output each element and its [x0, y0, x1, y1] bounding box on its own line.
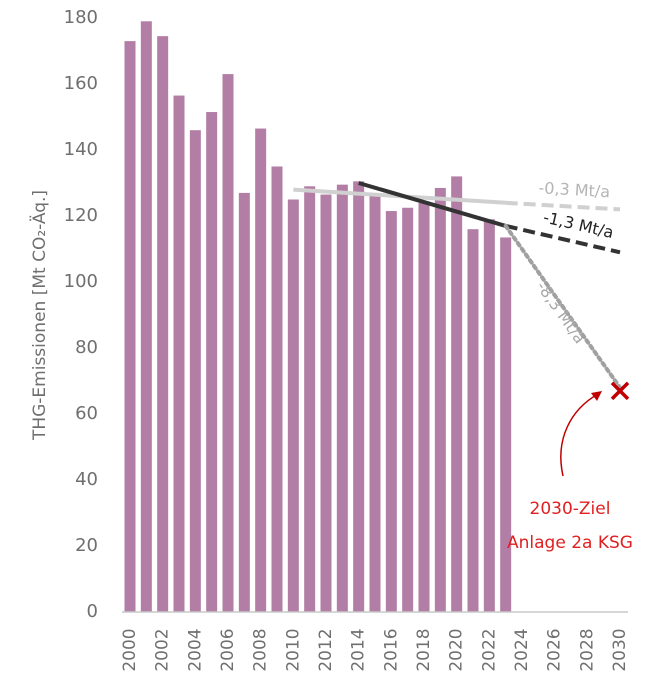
bar: [451, 176, 463, 612]
bar: [124, 41, 136, 613]
bar: [385, 211, 397, 613]
annotation: 2030-Ziel: [530, 499, 611, 519]
x-tick-label: 2024: [512, 628, 532, 671]
trend-line: [358, 181, 507, 228]
bar: [271, 166, 283, 612]
x-tick-label: 2030: [610, 628, 630, 671]
bar: [206, 112, 218, 613]
y-tick-label: 40: [75, 469, 98, 490]
bar: [173, 95, 185, 613]
x-tick-label: 2026: [545, 628, 565, 671]
bar: [336, 184, 348, 612]
x-tick-label: 2018: [414, 628, 434, 671]
y-tick-label: 100: [64, 271, 98, 292]
y-axis-label: THG-Emissionen [Mt CO₂-Äq.]: [29, 190, 50, 441]
bar: [418, 202, 430, 613]
bar: [157, 36, 169, 612]
bar: [287, 199, 299, 612]
y-tick-label: 120: [64, 205, 98, 226]
x-tick-label: 2006: [218, 628, 238, 671]
bar: [434, 187, 446, 612]
x-tick-label: 2014: [349, 628, 369, 671]
bar: [255, 128, 267, 613]
x-tick-label: 2010: [283, 628, 303, 671]
bar: [353, 181, 365, 612]
bar: [467, 229, 479, 612]
trend-line: [505, 200, 621, 212]
bar: [189, 130, 201, 612]
x-tick-label: 2020: [447, 628, 467, 671]
bar: [222, 74, 234, 613]
y-tick-label: 60: [75, 403, 98, 424]
x-tick-label: 2028: [577, 628, 597, 671]
bar: [320, 194, 332, 613]
bar: [238, 192, 250, 612]
trend-label: -0,3 Mt/a: [538, 178, 611, 201]
bar: [402, 207, 414, 612]
bar: [140, 21, 152, 613]
x-tick-label: 2004: [185, 628, 205, 671]
y-tick-label: 0: [87, 601, 98, 622]
x-tick-label: 2008: [251, 628, 271, 671]
bar: [369, 194, 381, 613]
x-tick-label: 2012: [316, 628, 336, 671]
annotation-arrow: [560, 393, 599, 477]
x-tick-label: 2022: [479, 628, 499, 671]
y-tick-label: 160: [64, 73, 98, 94]
bar: [500, 237, 512, 612]
y-tick-label: 180: [64, 7, 98, 28]
y-tick-label: 140: [64, 139, 98, 160]
x-tick-label: 2016: [381, 628, 401, 671]
arrow-head: [591, 391, 602, 401]
trend-label: -8,3 Mt/a: [533, 278, 590, 347]
trend-label: -1,3 Mt/a: [541, 207, 615, 242]
x-tick-label: 2000: [120, 628, 140, 671]
bar: [304, 186, 316, 613]
annotation: Anlage 2a KSG: [507, 533, 633, 553]
bar: [483, 219, 495, 613]
target-marker: [610, 381, 630, 401]
y-tick-label: 80: [75, 337, 98, 358]
trend-line: [505, 223, 621, 255]
trend-line: [503, 223, 622, 390]
x-tick-label: 2002: [153, 628, 173, 671]
y-tick-label: 20: [75, 535, 98, 556]
